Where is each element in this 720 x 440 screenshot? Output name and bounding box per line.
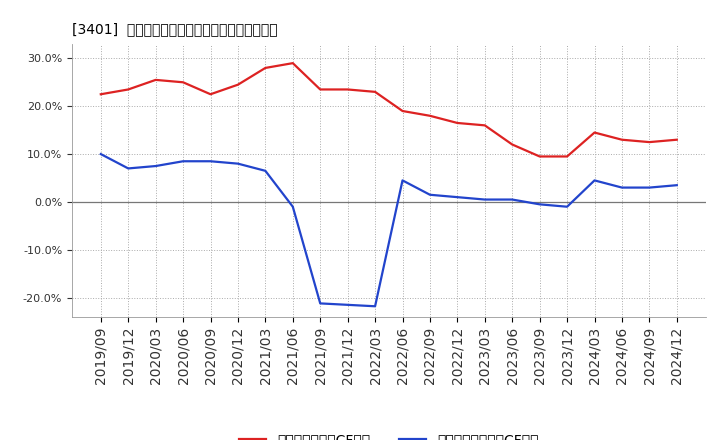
有利子負債フリーCF比率 [480, 197, 489, 202]
有利子負債営業CF比率 [261, 65, 270, 70]
有利子負債フリーCF比率 [645, 185, 654, 190]
有利子負債フリーCF比率 [371, 304, 379, 309]
Text: [3401]  有利子負債キャッシュフロー比率の推移: [3401] 有利子負債キャッシュフロー比率の推移 [72, 22, 278, 36]
有利子負債営業CF比率 [426, 113, 434, 118]
Legend: 有利子負債営業CF比率, 有利子負債フリーCF比率: 有利子負債営業CF比率, 有利子負債フリーCF比率 [233, 427, 544, 440]
有利子負債フリーCF比率 [151, 163, 160, 169]
有利子負債フリーCF比率 [233, 161, 242, 166]
有利子負債営業CF比率 [645, 139, 654, 145]
有利子負債フリーCF比率 [508, 197, 516, 202]
有利子負債フリーCF比率 [289, 204, 297, 209]
有利子負債フリーCF比率 [124, 166, 132, 171]
有利子負債フリーCF比率 [590, 178, 599, 183]
有利子負債営業CF比率 [480, 123, 489, 128]
有利子負債営業CF比率 [536, 154, 544, 159]
有利子負債フリーCF比率 [398, 178, 407, 183]
有利子負債営業CF比率 [124, 87, 132, 92]
有利子負債営業CF比率 [179, 80, 187, 85]
有利子負債営業CF比率 [453, 120, 462, 125]
有利子負債フリーCF比率 [179, 158, 187, 164]
有利子負債営業CF比率 [371, 89, 379, 95]
Line: 有利子負債フリーCF比率: 有利子負債フリーCF比率 [101, 154, 677, 306]
有利子負債フリーCF比率 [618, 185, 626, 190]
有利子負債フリーCF比率 [206, 158, 215, 164]
有利子負債営業CF比率 [151, 77, 160, 83]
有利子負債営業CF比率 [316, 87, 325, 92]
有利子負債営業CF比率 [672, 137, 681, 143]
有利子負債フリーCF比率 [672, 183, 681, 188]
有利子負債営業CF比率 [289, 61, 297, 66]
有利子負債フリーCF比率 [563, 204, 572, 209]
有利子負債フリーCF比率 [343, 302, 352, 308]
Line: 有利子負債営業CF比率: 有利子負債営業CF比率 [101, 63, 677, 157]
有利子負債フリーCF比率 [536, 202, 544, 207]
有利子負債営業CF比率 [398, 108, 407, 114]
有利子負債営業CF比率 [508, 142, 516, 147]
有利子負債フリーCF比率 [261, 168, 270, 173]
有利子負債フリーCF比率 [96, 151, 105, 157]
有利子負債フリーCF比率 [426, 192, 434, 198]
有利子負債営業CF比率 [590, 130, 599, 135]
有利子負債営業CF比率 [233, 82, 242, 87]
有利子負債営業CF比率 [96, 92, 105, 97]
有利子負債営業CF比率 [618, 137, 626, 143]
有利子負債フリーCF比率 [316, 301, 325, 306]
有利子負債営業CF比率 [343, 87, 352, 92]
有利子負債営業CF比率 [206, 92, 215, 97]
有利子負債フリーCF比率 [453, 194, 462, 200]
有利子負債営業CF比率 [563, 154, 572, 159]
